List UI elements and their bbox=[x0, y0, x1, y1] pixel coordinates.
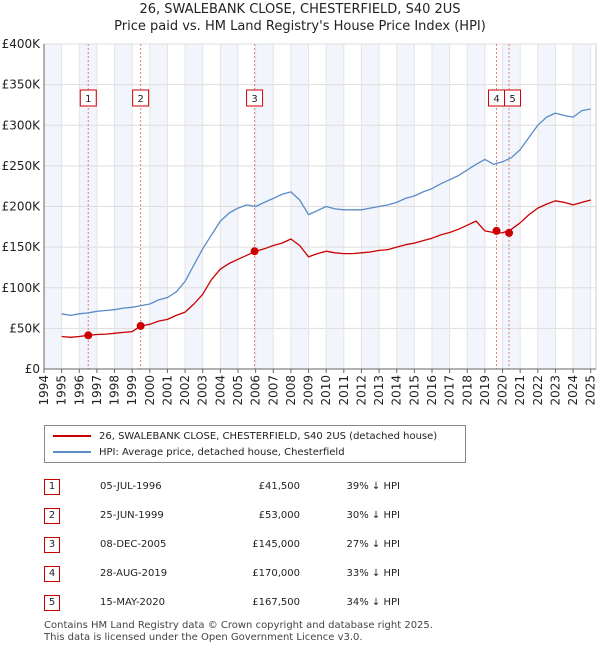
chart-title-line1: 26, SWALEBANK CLOSE, CHESTERFIELD, S40 2… bbox=[139, 2, 461, 17]
x-tick-label: 2022 bbox=[531, 375, 545, 406]
legend-item-hpi: HPI: Average price, detached house, Ches… bbox=[53, 445, 345, 459]
sale-marker-box bbox=[246, 89, 264, 107]
transaction-date: 25-JUN-1999 bbox=[100, 510, 164, 521]
transaction-number: 1 bbox=[44, 478, 60, 495]
transaction-hpi-diff: 33% ↓ HPI bbox=[346, 568, 400, 579]
y-tick-label: £0 bbox=[25, 362, 40, 376]
legend-label-hpi: HPI: Average price, detached house, Ches… bbox=[99, 446, 345, 458]
transaction-number: 2 bbox=[44, 507, 60, 524]
sale-marker-label: 2 bbox=[137, 94, 143, 105]
transaction-price: £53,000 bbox=[258, 510, 300, 521]
sale-marker-dot bbox=[136, 321, 145, 330]
x-tick-label: 2011 bbox=[337, 375, 351, 406]
x-tick-label: 2017 bbox=[443, 375, 457, 406]
x-tick-label: 2004 bbox=[213, 375, 227, 406]
legend-swatch-hpi bbox=[53, 451, 91, 453]
x-tick-label: 1995 bbox=[55, 375, 69, 406]
x-tick-label: 2020 bbox=[496, 375, 510, 406]
transaction-price: £167,500 bbox=[252, 597, 300, 608]
x-tick-label: 2009 bbox=[302, 375, 316, 406]
table-row: 1 05-JUL-1996 £41,500 39% ↓ HPI bbox=[44, 472, 400, 501]
transaction-hpi-diff: 27% ↓ HPI bbox=[346, 539, 400, 550]
transaction-price: £145,000 bbox=[252, 539, 300, 550]
legend-label-property: 26, SWALEBANK CLOSE, CHESTERFIELD, S40 2… bbox=[99, 430, 438, 442]
y-tick-label: £350K bbox=[2, 78, 42, 92]
transaction-price: £170,000 bbox=[252, 568, 300, 579]
transaction-date: 28-AUG-2019 bbox=[100, 568, 168, 579]
property-series-line bbox=[61, 199, 591, 338]
y-tick-label: £100K bbox=[2, 281, 42, 295]
x-tick-label: 2000 bbox=[143, 375, 157, 406]
x-tick-label: 2015 bbox=[407, 375, 421, 406]
x-tick-label: 2016 bbox=[425, 375, 439, 406]
sale-marker-dot bbox=[505, 228, 514, 237]
y-tick-label: £300K bbox=[2, 118, 42, 132]
y-tick-label: £200K bbox=[2, 200, 42, 214]
sale-marker-dot bbox=[250, 247, 259, 256]
legend-item-property: 26, SWALEBANK CLOSE, CHESTERFIELD, S40 2… bbox=[53, 429, 437, 443]
transaction-number: 5 bbox=[44, 594, 60, 611]
x-tick-label: 2001 bbox=[160, 375, 174, 406]
x-tick-label: 1997 bbox=[90, 375, 104, 406]
sale-marker-dot bbox=[492, 226, 501, 235]
transaction-price: £41,500 bbox=[258, 481, 300, 492]
y-tick-label: £400K bbox=[2, 37, 42, 51]
chart-title-line2: Price paid vs. HM Land Registry's House … bbox=[114, 19, 486, 34]
table-row: 3 08-DEC-2005 £145,000 27% ↓ HPI bbox=[44, 530, 400, 559]
x-tick-label: 2002 bbox=[178, 375, 192, 406]
transaction-hpi-diff: 39% ↓ HPI bbox=[346, 481, 400, 492]
sale-marker-box bbox=[79, 89, 97, 107]
sale-marker-label: 1 bbox=[85, 94, 91, 105]
transactions-table: 1 05-JUL-1996 £41,500 39% ↓ HPI 2 25-JUN-1999… bbox=[44, 472, 400, 617]
sale-marker-label: 4 bbox=[493, 94, 499, 105]
footer-copyright: Contains HM Land Registry data © Crown c… bbox=[44, 620, 433, 631]
price-chart: £0 £50K £100K £150K £200K £250K £300K £350K £400… bbox=[2, 37, 598, 406]
x-tick-label: 1994 bbox=[37, 375, 51, 406]
hpi-series-line bbox=[61, 108, 591, 317]
x-tick-label: 2025 bbox=[584, 375, 598, 406]
sale-marker-label: 3 bbox=[251, 94, 257, 105]
legend-swatch-property bbox=[53, 435, 91, 437]
footer-licence: This data is licensed under the Open Gov… bbox=[44, 632, 363, 643]
legend: 26, SWALEBANK CLOSE, CHESTERFIELD, S40 2… bbox=[44, 425, 466, 463]
x-tick-label: 2024 bbox=[566, 375, 580, 406]
sale-marker-dot bbox=[84, 331, 93, 340]
y-tick-label: £50K bbox=[9, 321, 41, 335]
transaction-number: 3 bbox=[44, 536, 60, 553]
x-tick-label: 2013 bbox=[372, 375, 386, 406]
sale-marker-label: 5 bbox=[509, 94, 515, 105]
table-row: 5 15-MAY-2020 £167,500 34% ↓ HPI bbox=[44, 588, 400, 617]
x-tick-label: 2019 bbox=[478, 375, 492, 406]
y-tick-label: £250K bbox=[2, 159, 42, 173]
transaction-hpi-diff: 30% ↓ HPI bbox=[346, 510, 400, 521]
y-tick-label: £150K bbox=[2, 240, 42, 254]
transaction-number: 4 bbox=[44, 565, 60, 582]
x-tick-label: 2010 bbox=[319, 375, 333, 406]
x-tick-label: 2018 bbox=[460, 375, 474, 406]
x-tick-label: 2023 bbox=[548, 375, 562, 406]
x-tick-label: 2005 bbox=[231, 375, 245, 406]
x-tick-label: 1998 bbox=[108, 375, 122, 406]
table-row: 4 28-AUG-2019 £170,000 33% ↓ HPI bbox=[44, 559, 400, 588]
x-tick-label: 2003 bbox=[196, 375, 210, 406]
x-tick-label: 1996 bbox=[72, 375, 86, 406]
footer: Contains HM Land Registry data © Crown c… bbox=[44, 620, 433, 644]
sale-marker-box bbox=[132, 89, 150, 107]
transaction-hpi-diff: 34% ↓ HPI bbox=[346, 597, 400, 608]
x-tick-label: 2008 bbox=[284, 375, 298, 406]
sale-marker-box bbox=[504, 89, 522, 107]
transaction-date: 05-JUL-1996 bbox=[100, 481, 162, 492]
transaction-date: 08-DEC-2005 bbox=[100, 539, 167, 550]
x-tick-label: 2014 bbox=[390, 375, 404, 406]
x-tick-label: 1999 bbox=[125, 375, 139, 406]
table-row: 2 25-JUN-1999 £53,000 30% ↓ HPI bbox=[44, 501, 400, 530]
x-tick-label: 2012 bbox=[354, 375, 368, 406]
x-tick-label: 2021 bbox=[513, 375, 527, 406]
x-tick-label: 2006 bbox=[249, 375, 263, 406]
transaction-date: 15-MAY-2020 bbox=[100, 597, 166, 608]
x-tick-label: 2007 bbox=[266, 375, 280, 406]
